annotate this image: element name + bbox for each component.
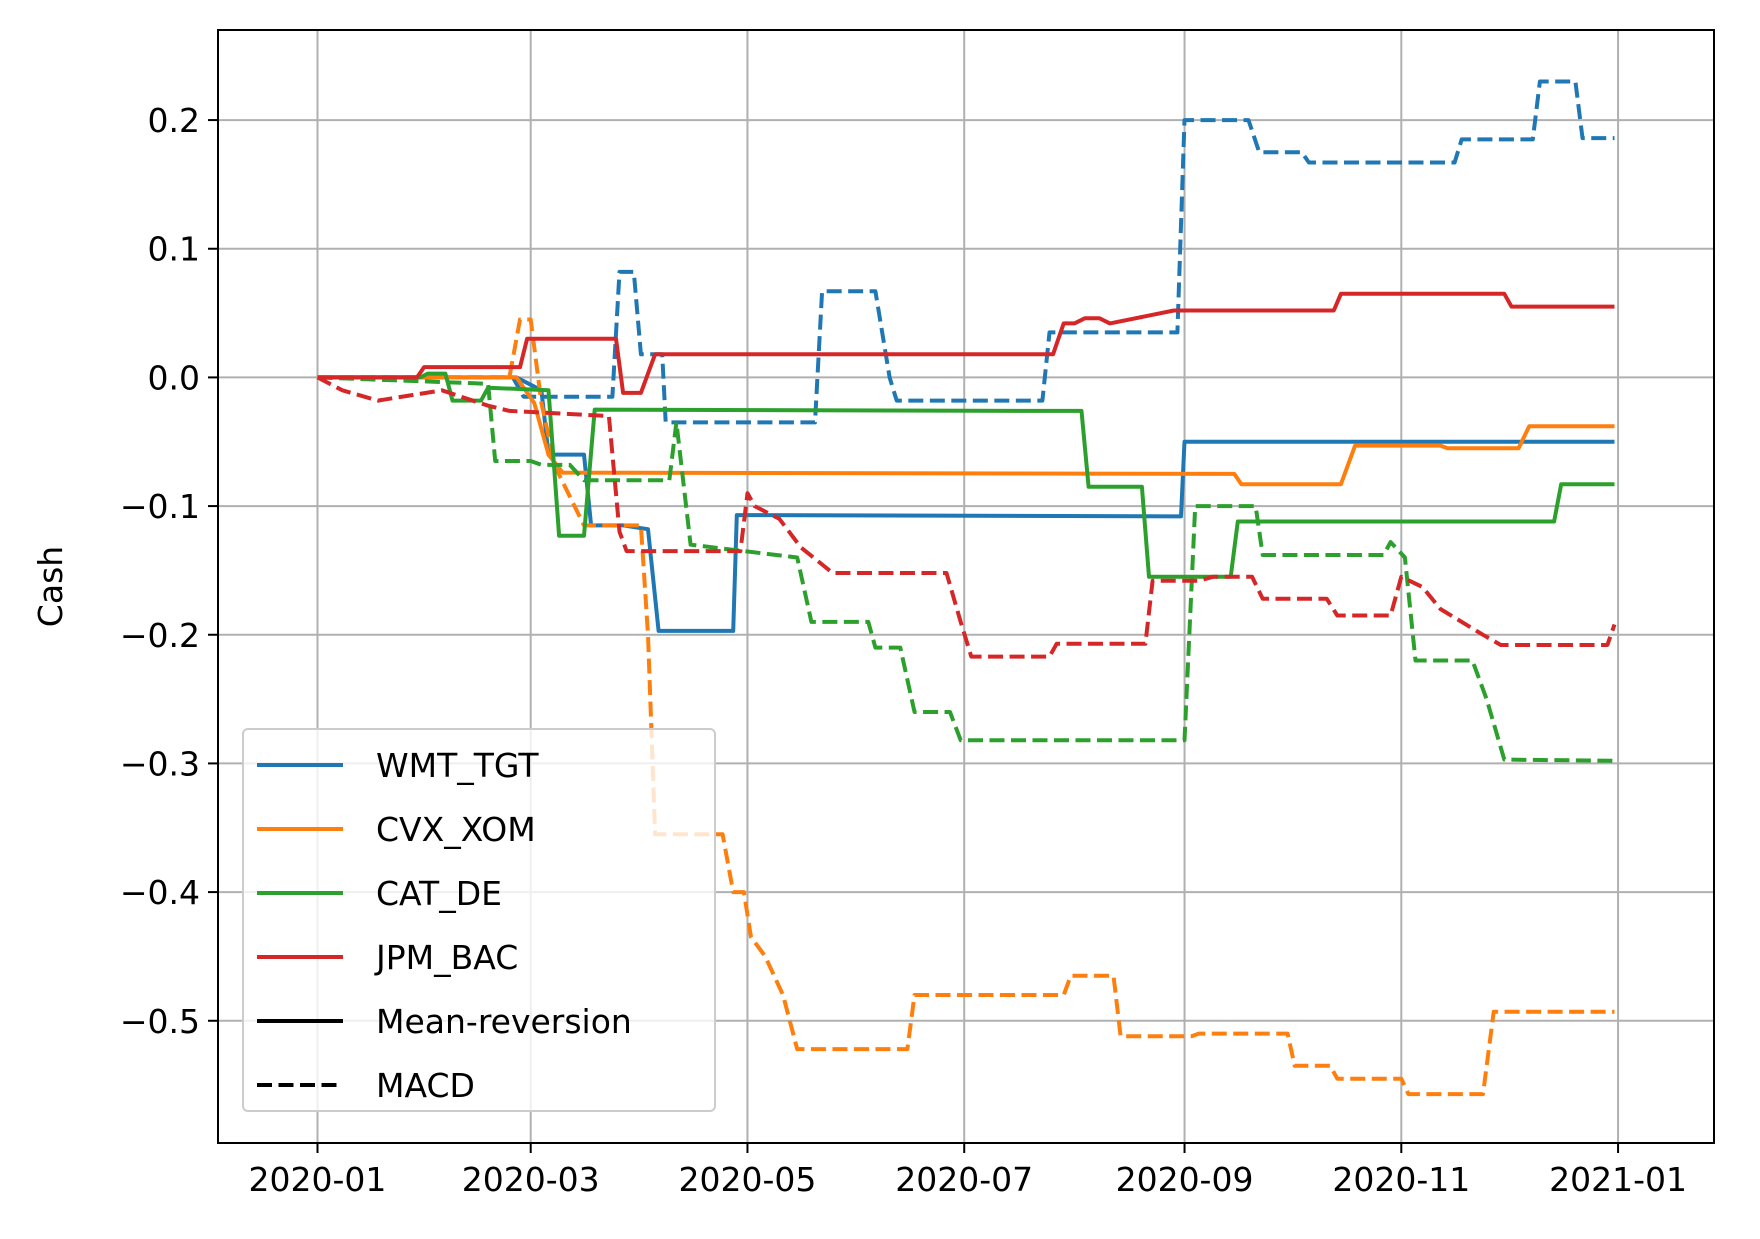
cvx-xom-macd-line [317, 317, 1615, 1097]
x-tick-label: 2020-09 [1116, 1160, 1254, 1199]
legend-label: CAT_DE [376, 874, 502, 913]
cat-de-macd-line [317, 375, 1615, 763]
x-tick-label: 2020-11 [1332, 1160, 1470, 1199]
legend-box [242, 728, 716, 1112]
y-tick-label: −0.2 [120, 616, 200, 655]
jpm-bac-mean-reversion-line [317, 291, 1615, 395]
legend-label: JPM_BAC [374, 938, 518, 977]
wmt-tgt-macd-line [317, 79, 1615, 425]
y-tick-label: −0.3 [120, 744, 200, 783]
x-tick-label: 2020-05 [679, 1160, 817, 1199]
legend: WMT_TGT CVX_XOM CAT_DE JPM_BAC Mean-reversio… [242, 728, 716, 1112]
x-tick-label: 2021-01 [1549, 1160, 1687, 1199]
x-tick-label: 2020-03 [462, 1160, 600, 1199]
series-lines [316, 79, 1617, 1097]
y-tick-label: 0.2 [148, 101, 200, 140]
y-tick-label: 0.0 [148, 358, 200, 397]
y-tick-label: 0.1 [148, 230, 200, 269]
legend-label: Mean-reversion [376, 1002, 632, 1041]
grid-lines [218, 30, 1714, 1143]
y-tick-label: −0.1 [120, 487, 200, 526]
legend-label: CVX_XOM [376, 810, 536, 849]
y-tick-label: −0.5 [120, 1002, 200, 1041]
x-tick-label: 2020-07 [895, 1160, 1033, 1199]
x-axis: 2020-01 2020-03 2020-05 2020-07 2020-09 2020-… [249, 1143, 1687, 1199]
legend-label: MACD [376, 1066, 475, 1105]
x-tick-label: 2020-01 [249, 1160, 387, 1199]
y-axis: 0.2 0.1 0.0 −0.1 −0.2 −0.3 −0.4 −0.5 [120, 101, 218, 1041]
jpm-bac-macd-line [316, 375, 1617, 659]
legend-label: WMT_TGT [376, 746, 539, 785]
plot-frame [217, 29, 1715, 1144]
y-tick-label: −0.4 [120, 873, 200, 912]
y-axis-label: Cash [31, 546, 70, 627]
